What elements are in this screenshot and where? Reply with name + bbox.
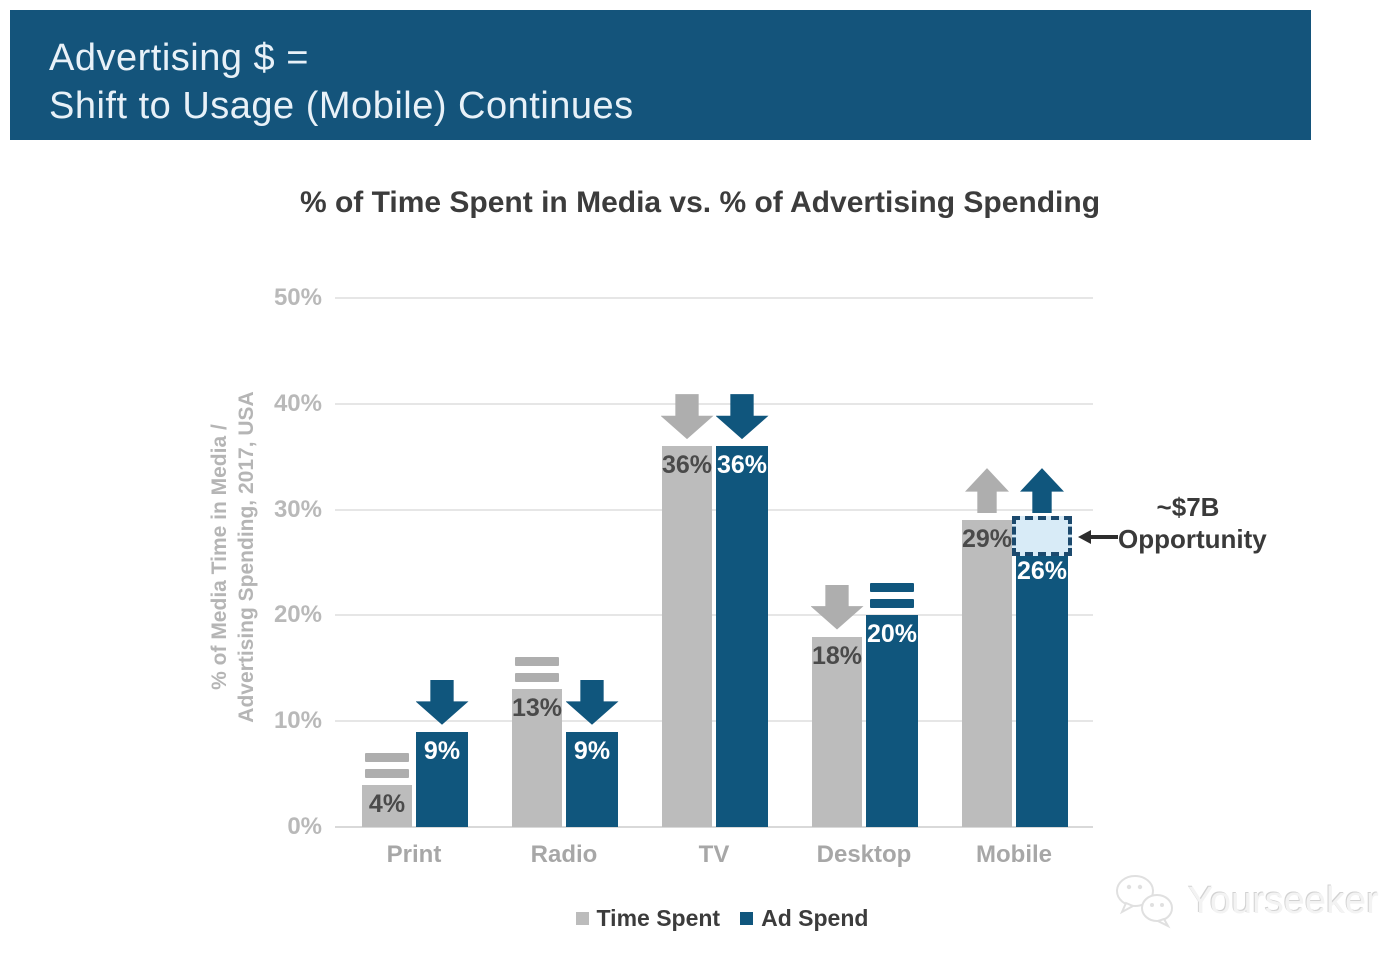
bar-value-label-ad-spend-mobile: 26% xyxy=(1016,556,1068,585)
bar-time-spent-tv: 36% xyxy=(662,446,712,827)
legend-label: Time Spent xyxy=(596,905,721,931)
gridline-40% xyxy=(335,402,1093,405)
legend-swatch-icon xyxy=(740,912,754,925)
slide-title-banner: Advertising $ = Shift to Usage (Mobile) … xyxy=(10,10,1311,140)
bar-value-label-time-spent-mobile: 29% xyxy=(961,525,1013,554)
bar-ad-spend-radio: 9% xyxy=(566,731,618,827)
y-tick-label: 40% xyxy=(273,389,322,417)
flat-trend-icon-ad-spend-desktop xyxy=(870,583,914,609)
legend-item-ad-spend: Ad Spend xyxy=(740,905,868,932)
chart-legend: Time Spent Ad Spend xyxy=(45,905,1399,932)
y-tick-label: 0% xyxy=(287,813,322,840)
bar-time-spent-radio: 13% xyxy=(512,689,562,827)
gridline-10% xyxy=(335,720,1093,723)
down-arrow-icon-time-spent-desktop xyxy=(810,584,864,630)
bar-value-label-time-spent-print: 4% xyxy=(368,789,406,818)
watermark-text: Yourseeker xyxy=(1188,879,1379,922)
y-tick-label: 10% xyxy=(273,707,322,735)
legend-swatch-icon xyxy=(575,912,589,925)
bar-value-label-time-spent-radio: 13% xyxy=(511,694,563,723)
annotation-arrow-head-icon xyxy=(1078,530,1091,544)
flat-trend-bar xyxy=(515,657,559,667)
bar-ad-spend-print: 9% xyxy=(416,731,468,827)
bar-time-spent-mobile: 29% xyxy=(962,520,1012,827)
up-arrow-icon-time-spent-mobile xyxy=(965,468,1009,514)
down-arrow-icon-ad-spend-tv xyxy=(715,394,769,440)
bar-value-label-time-spent-desktop: 18% xyxy=(811,641,863,670)
down-arrow-icon-ad-spend-print xyxy=(415,679,469,725)
down-arrow-icon-time-spent-tv xyxy=(660,394,714,440)
bar-value-label-ad-spend-tv: 36% xyxy=(716,451,768,480)
bar-ad-spend-mobile: 26% xyxy=(1016,551,1068,827)
opportunity-annotation-line1: ~$7B xyxy=(1156,492,1220,522)
flat-trend-icon-time-spent-print xyxy=(365,752,409,778)
bar-value-label-ad-spend-print: 9% xyxy=(423,736,461,765)
bar-value-label-ad-spend-radio: 9% xyxy=(573,736,611,765)
gridline-0% xyxy=(335,826,1093,828)
opportunity-annotation: ~$7B Opportunity xyxy=(1118,491,1267,555)
legend-item-time-spent: Time Spent xyxy=(575,905,721,932)
y-tick-label: 30% xyxy=(273,495,322,523)
annotation-arrow-line xyxy=(1090,535,1118,539)
bar-time-spent-print: 4% xyxy=(362,784,412,827)
category-label-tv: TV xyxy=(698,841,730,868)
down-arrow-icon-ad-spend-radio xyxy=(565,679,619,725)
y-tick-label: 20% xyxy=(273,601,322,629)
flat-trend-bar xyxy=(365,752,409,762)
flat-trend-icon-time-spent-radio xyxy=(515,657,559,683)
chat-bubbles-logo-icon xyxy=(1116,875,1173,929)
flat-trend-bar xyxy=(515,673,559,683)
bar-value-label-ad-spend-desktop: 20% xyxy=(866,620,918,649)
bar-ad-spend-desktop: 20% xyxy=(866,615,918,827)
chart-title: % of Time Spent in Media vs. % of Advert… xyxy=(299,186,1101,219)
flat-trend-bar xyxy=(365,768,409,778)
watermark: Yourseeker xyxy=(1112,872,1379,930)
category-label-radio: Radio xyxy=(530,841,598,868)
opportunity-gap-box xyxy=(1012,516,1072,556)
legend-label: Ad Spend xyxy=(761,905,869,931)
flat-trend-bar xyxy=(870,583,914,593)
slide-title-line2: Shift to Usage (Mobile) Continues xyxy=(49,85,634,127)
bar-ad-spend-tv: 36% xyxy=(716,446,768,827)
y-tick-label: 50% xyxy=(273,284,322,311)
gridline-50% xyxy=(335,297,1093,299)
flat-trend-bar xyxy=(870,599,914,609)
slide-title-line1: Advertising $ = xyxy=(49,37,309,79)
category-label-desktop: Desktop xyxy=(816,841,912,868)
category-label-print: Print xyxy=(386,841,442,868)
category-label-mobile: Mobile xyxy=(976,841,1052,868)
gridline-20% xyxy=(335,614,1093,617)
gridline-30% xyxy=(335,508,1093,511)
opportunity-annotation-line2: Opportunity xyxy=(1118,524,1267,554)
bar-value-label-time-spent-tv: 36% xyxy=(661,451,713,480)
bar-time-spent-desktop: 18% xyxy=(811,636,863,827)
up-arrow-icon-ad-spend-mobile xyxy=(1020,468,1064,514)
